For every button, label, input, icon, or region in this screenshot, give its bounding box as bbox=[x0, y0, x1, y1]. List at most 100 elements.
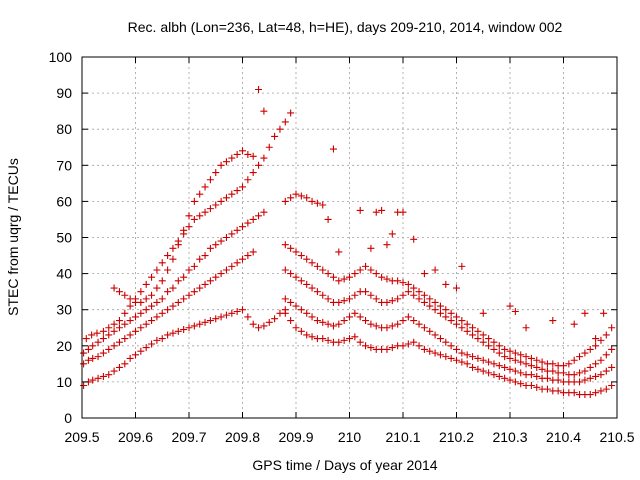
data-point bbox=[169, 244, 177, 252]
data-point bbox=[549, 367, 557, 375]
data-point bbox=[602, 385, 610, 393]
data-point bbox=[153, 266, 161, 274]
data-point bbox=[319, 201, 327, 209]
data-point bbox=[394, 320, 402, 328]
data-point bbox=[511, 367, 519, 375]
data-point bbox=[324, 270, 332, 278]
data-point bbox=[276, 125, 284, 133]
data-point bbox=[495, 349, 503, 357]
data-point bbox=[228, 154, 236, 162]
data-point bbox=[292, 324, 300, 332]
data-point bbox=[153, 336, 161, 344]
y-tick-label: 10 bbox=[56, 374, 72, 390]
data-point bbox=[206, 277, 214, 285]
data-point bbox=[142, 306, 150, 314]
data-point bbox=[485, 335, 493, 343]
data-point bbox=[458, 324, 466, 332]
data-point bbox=[190, 197, 198, 205]
data-point bbox=[597, 356, 605, 364]
data-point bbox=[115, 288, 123, 296]
data-point bbox=[410, 284, 418, 292]
data-point bbox=[148, 273, 156, 281]
data-point bbox=[592, 389, 600, 397]
data-point bbox=[201, 183, 209, 191]
data-point bbox=[105, 324, 113, 332]
data-point bbox=[447, 317, 455, 325]
data-point bbox=[404, 288, 412, 296]
data-point bbox=[158, 309, 166, 317]
data-point bbox=[356, 206, 364, 214]
data-point bbox=[570, 356, 578, 364]
data-point bbox=[185, 291, 193, 299]
data-point bbox=[592, 342, 600, 350]
data-point bbox=[239, 223, 246, 231]
data-point bbox=[600, 309, 608, 317]
data-point bbox=[543, 385, 551, 393]
data-point bbox=[517, 380, 525, 388]
data-point bbox=[447, 342, 455, 350]
data-point bbox=[174, 277, 182, 285]
data-point bbox=[501, 363, 509, 371]
data-point bbox=[522, 353, 530, 361]
data-point bbox=[602, 367, 610, 375]
data-point bbox=[99, 327, 107, 335]
data-point bbox=[164, 306, 172, 314]
data-point bbox=[506, 302, 514, 310]
data-point bbox=[335, 277, 343, 285]
data-point bbox=[474, 365, 482, 373]
data-point bbox=[453, 313, 460, 321]
data-point bbox=[132, 351, 139, 359]
data-point bbox=[442, 280, 450, 288]
data-point bbox=[217, 237, 225, 245]
data-point bbox=[399, 342, 407, 350]
data-point bbox=[511, 349, 519, 357]
data-point bbox=[533, 356, 541, 364]
data-point bbox=[351, 270, 359, 278]
data-point bbox=[426, 347, 434, 355]
data-point bbox=[340, 275, 348, 283]
data-point bbox=[463, 351, 471, 359]
data-point bbox=[255, 85, 263, 93]
data-point bbox=[313, 317, 321, 325]
data-point bbox=[206, 176, 214, 184]
data-point bbox=[233, 226, 241, 234]
data-point bbox=[597, 336, 605, 344]
data-point bbox=[399, 279, 407, 287]
data-point bbox=[110, 367, 118, 375]
data-point bbox=[608, 324, 616, 332]
data-point bbox=[581, 349, 589, 357]
data-point bbox=[608, 345, 616, 353]
data-point bbox=[89, 376, 97, 384]
data-point bbox=[527, 354, 535, 362]
data-point bbox=[597, 371, 605, 379]
y-tick-label: 70 bbox=[56, 157, 72, 173]
data-point bbox=[249, 169, 257, 177]
data-point bbox=[137, 324, 145, 332]
data-point bbox=[287, 298, 295, 306]
data-point bbox=[84, 345, 92, 353]
data-point bbox=[517, 351, 525, 359]
data-point bbox=[463, 360, 471, 368]
data-point bbox=[458, 358, 466, 366]
data-point bbox=[356, 313, 364, 321]
y-tick-label: 60 bbox=[56, 193, 72, 209]
data-point bbox=[260, 154, 268, 162]
data-point bbox=[244, 150, 252, 158]
data-point bbox=[233, 259, 241, 267]
data-point bbox=[485, 358, 493, 366]
data-point bbox=[190, 215, 198, 223]
data-point bbox=[442, 313, 450, 321]
data-point bbox=[228, 309, 236, 317]
data-point bbox=[586, 363, 594, 371]
data-point bbox=[164, 331, 172, 339]
data-point bbox=[447, 354, 455, 362]
data-point bbox=[190, 288, 198, 296]
data-point bbox=[554, 387, 562, 395]
data-point bbox=[217, 197, 225, 205]
x-axis-label: GPS time / Days of year 2014 bbox=[252, 457, 437, 473]
data-point bbox=[164, 252, 172, 260]
data-point bbox=[410, 235, 418, 243]
data-point bbox=[319, 266, 327, 274]
data-point bbox=[351, 309, 359, 317]
data-point bbox=[169, 284, 177, 292]
